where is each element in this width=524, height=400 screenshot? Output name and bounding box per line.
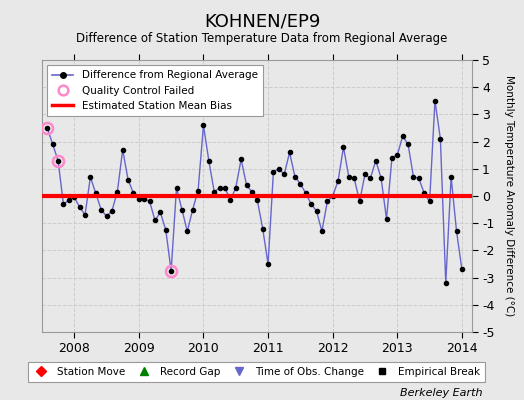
Text: Berkeley Earth: Berkeley Earth bbox=[400, 388, 482, 398]
Y-axis label: Monthly Temperature Anomaly Difference (°C): Monthly Temperature Anomaly Difference (… bbox=[504, 75, 514, 317]
Legend: Station Move, Record Gap, Time of Obs. Change, Empirical Break: Station Move, Record Gap, Time of Obs. C… bbox=[28, 362, 485, 382]
Legend: Difference from Regional Average, Quality Control Failed, Estimated Station Mean: Difference from Regional Average, Qualit… bbox=[47, 65, 263, 116]
Text: KOHNEN/EP9: KOHNEN/EP9 bbox=[204, 12, 320, 30]
Text: Difference of Station Temperature Data from Regional Average: Difference of Station Temperature Data f… bbox=[77, 32, 447, 45]
